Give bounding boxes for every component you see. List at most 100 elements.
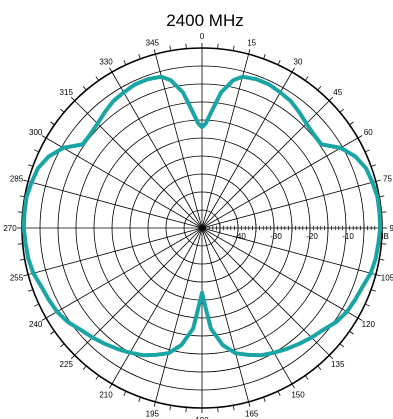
outer-tick (364, 149, 370, 153)
pattern-line (21, 74, 383, 358)
outer-tick (304, 76, 309, 81)
outer-tick (232, 45, 235, 51)
grid-spoke (201, 227, 293, 385)
outer-tick (109, 67, 113, 73)
outer-tick (41, 317, 47, 321)
grid-spoke (201, 227, 330, 356)
angle-labels: 0 15 30 45 60 75 90 105 120 135 150 165 180 195 210 225… (3, 32, 393, 419)
radial-tick-label: -20 (306, 232, 318, 241)
grid-spoke (155, 54, 203, 229)
outer-tick (60, 108, 65, 113)
outer-tick (328, 96, 334, 102)
angle-label: 330 (99, 58, 113, 67)
grid-spoke (45, 137, 203, 229)
outer-tick (291, 383, 295, 389)
outer-tick (95, 76, 100, 81)
angle-label: 75 (383, 174, 392, 183)
outer-tick (34, 149, 40, 153)
outer-tick (304, 375, 309, 380)
grid-spoke (155, 227, 203, 402)
angle-label: 240 (29, 320, 43, 329)
outer-tick (50, 121, 55, 126)
outer-tick (317, 86, 322, 91)
angle-label: 195 (146, 409, 160, 418)
grid-spoke (201, 54, 249, 229)
outer-tick (169, 45, 172, 51)
grid-spoke (74, 100, 203, 229)
angle-label: 255 (10, 274, 24, 283)
grid-spoke (111, 227, 203, 385)
outer-tick (153, 49, 156, 55)
grid-spoke (28, 181, 203, 229)
angle-label: 225 (60, 360, 74, 369)
outer-tick (277, 390, 281, 396)
outer-tick (123, 390, 127, 396)
angle-label: 30 (294, 58, 303, 67)
grid-spoke (201, 137, 359, 229)
outer-tick (291, 67, 295, 73)
outer-tick (375, 274, 381, 277)
outer-tick (248, 49, 251, 55)
grid-spoke (201, 181, 376, 229)
outer-tick (357, 317, 363, 321)
outer-tick (339, 343, 344, 348)
grid-spoke (201, 227, 376, 275)
grid-spoke (28, 227, 203, 275)
angle-label: 135 (331, 360, 345, 369)
angle-label: 210 (99, 390, 113, 399)
polar-grid (17, 43, 387, 413)
outer-tick (95, 375, 100, 380)
outer-tick (375, 179, 381, 182)
angle-label: 0 (200, 32, 205, 41)
radial-tick-label: -40 (234, 232, 246, 241)
outer-tick (379, 258, 385, 261)
outer-tick (82, 86, 87, 91)
angle-label: 150 (291, 390, 305, 399)
grid-spoke (201, 71, 293, 229)
radial-tick-label: -10 (342, 232, 354, 241)
outer-tick (28, 164, 33, 167)
angle-label: 165 (245, 409, 259, 418)
angle-label: 120 (362, 320, 376, 329)
outer-tick (277, 60, 281, 66)
outer-tick (364, 303, 370, 307)
angle-label: 105 (381, 274, 393, 283)
angle-label: 270 (3, 224, 17, 233)
grid-spoke (45, 227, 203, 319)
outer-tick (349, 121, 354, 126)
grid-spoke (74, 227, 203, 356)
angle-label: 300 (29, 128, 43, 137)
outer-tick (357, 135, 363, 139)
outer-tick (23, 179, 29, 182)
outer-tick (169, 405, 172, 411)
outer-tick (28, 289, 33, 292)
outer-tick (19, 258, 25, 261)
outer-tick (371, 289, 376, 292)
radial-labels: -40 -30 -20 -10 dB (234, 232, 389, 241)
grid-spoke (111, 71, 203, 229)
outer-tick (379, 195, 385, 198)
outer-tick (138, 397, 141, 402)
outer-tick (153, 401, 156, 407)
outer-tick (23, 274, 29, 277)
outer-tick (248, 401, 251, 407)
outer-tick (263, 54, 266, 59)
angle-label: 15 (247, 39, 256, 48)
radial-tick-label: -30 (270, 232, 282, 241)
angle-label: 345 (146, 39, 160, 48)
outer-tick (41, 135, 47, 139)
series-group (21, 74, 383, 358)
outer-tick (19, 195, 25, 198)
angle-label: 60 (364, 128, 373, 137)
outer-tick (328, 354, 334, 360)
grid-spoke (201, 227, 249, 402)
outer-tick (34, 303, 40, 307)
angle-label: 315 (60, 88, 74, 97)
outer-tick (263, 397, 266, 402)
outer-tick (82, 365, 87, 370)
outer-tick (70, 96, 76, 102)
chart-title: 2400 MHz (166, 11, 243, 30)
outer-tick (109, 383, 113, 389)
outer-tick (123, 60, 127, 66)
